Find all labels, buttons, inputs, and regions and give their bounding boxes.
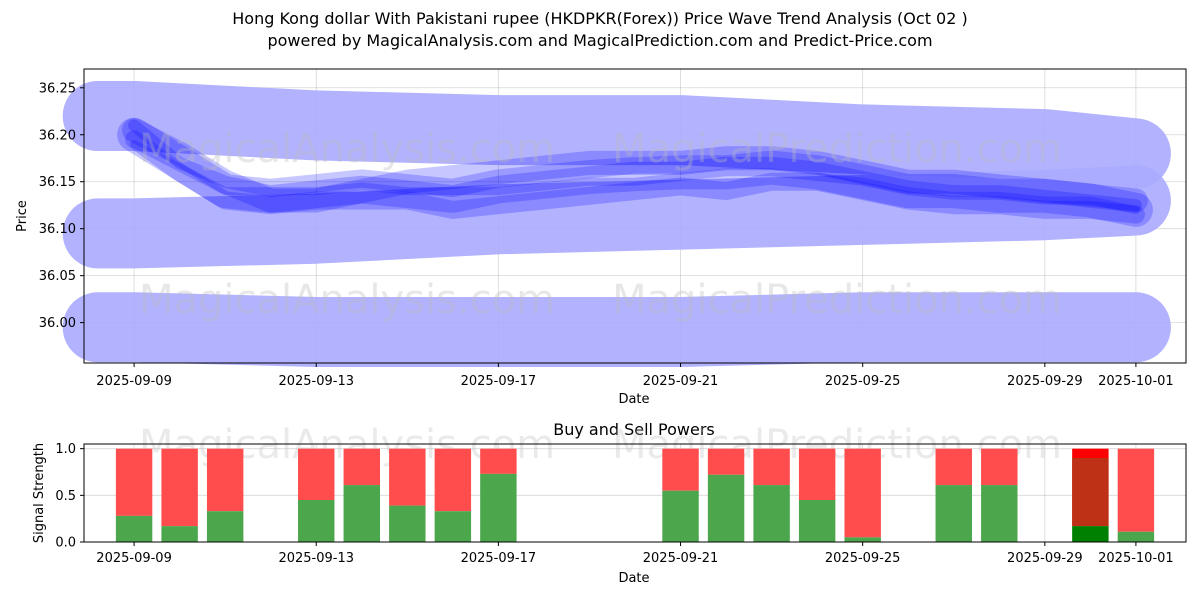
chart-title-line-2: powered by MagicalAnalysis.com and Magic… [267,31,933,50]
sell-bar [206,448,244,512]
price-y-tick-label: 36.05 [39,269,76,284]
buy-bar [480,473,517,542]
price-x-tick-label: 2025-09-25 [825,374,901,389]
sell-bar [707,448,745,475]
price-x-tick-label: 2025-10-01 [1098,374,1174,389]
lower-band [62,165,1171,269]
price-x-label: Date [618,392,649,407]
price-y-ticks: 36.00 36.05 36.10 36.15 36.20 36.25 [39,81,84,331]
buy-bar [662,490,699,542]
buy-bar [981,485,1018,542]
buy-bar [161,526,198,542]
price-y-tick-label: 36.10 [39,222,76,237]
price-watermarks: MagicalAnalysis.com MagicalPrediction.co… [139,126,1062,323]
buy-sell-y-label: Signal Strength [32,443,47,543]
buy-bar [707,474,745,542]
price-y-tick-label: 36.00 [39,316,76,331]
buy-sell-y-ticks: 0.0 0.5 1.0 [55,442,84,551]
sell-bar [298,448,335,500]
buy-sell-x-tick-label: 2025-09-13 [278,551,354,566]
price-plot-frame [83,68,1187,364]
buy-sell-x-tick-label: 2025-09-25 [825,551,901,566]
buy-sell-title: Buy and Sell Powers [553,420,715,439]
sell-bar [844,448,881,538]
buy-bar [844,537,881,542]
price-x-ticks: 2025-09-09 2025-09-13 2025-09-17 2025-09-21… [96,363,1174,389]
price-waves [117,117,1153,227]
buy-bar [115,515,153,542]
watermark-analysis: MagicalAnalysis.com [139,126,555,172]
buy-sell-x-tick-label: 2025-09-21 [643,551,719,566]
buy-sell-x-tick-label: 2025-09-17 [461,551,537,566]
buy-sell-x-tick-label: 2025-09-09 [96,551,172,566]
price-x-tick-label: 2025-09-29 [1007,374,1083,389]
sell-bar [480,448,517,474]
buy-sell-x-label: Date [618,571,649,586]
price-y-label: Price [15,200,30,232]
price-x-tick-label: 2025-09-21 [643,374,719,389]
wave-2 [122,118,1148,213]
sell-bar [981,448,1018,486]
sell-bar-overlay [1072,458,1109,527]
watermark-prediction: MagicalPrediction.com [612,126,1062,172]
price-x-tick-label: 2025-09-13 [278,374,354,389]
chart-title-line-1: Hong Kong dollar With Pakistani rupee (H… [232,9,968,28]
price-y-tick-label: 36.15 [39,175,76,190]
sell-bar [935,448,972,486]
watermark-analysis: MagicalAnalysis.com [139,277,555,323]
wave-1 [117,117,1153,227]
wave-4 [128,119,1142,212]
buy-sell-y-tick-label: 0.0 [55,536,76,551]
wave-3 [125,130,1145,224]
buy-sell-x-tick-label: 2025-10-01 [1098,551,1174,566]
buy-bar [1117,531,1155,542]
buy-sell-x-tick-label: 2025-09-29 [1007,551,1083,566]
price-bands [62,81,1171,367]
sell-bar [1117,448,1155,532]
wave-5 [130,140,1140,214]
upper-band [62,81,1171,189]
price-y-tick-label: 36.25 [39,81,76,96]
buy-bar [343,485,380,542]
sell-bar [662,448,699,491]
buy-sell-x-ticks: 2025-09-09 2025-09-13 2025-09-17 2025-09-21… [96,542,1174,566]
buy-sell-plot-frame [83,443,1187,543]
sell-bar [161,448,198,527]
buy-bar [935,485,972,542]
price-x-tick-label: 2025-09-17 [461,374,537,389]
sell-bar [434,448,472,512]
price-x-tick-label: 2025-09-09 [96,374,172,389]
buy-bar [206,511,244,542]
buy-sell-chart: Buy and Sell Powers MagicalAnalysis.com … [32,420,1187,586]
buy-sell-bars [115,448,1155,542]
sell-bar [343,448,380,486]
sell-bar [798,448,836,500]
buy-sell-y-tick-label: 1.0 [55,442,76,457]
buy-bar [434,511,472,542]
buy-bar [298,500,335,542]
buy-bar [753,485,790,542]
buy-bar [389,505,426,542]
buy-bar [798,500,836,542]
sell-bar [115,448,153,516]
buy-sell-y-tick-label: 0.5 [55,489,76,504]
price-chart: MagicalAnalysis.com MagicalPrediction.co… [15,68,1187,407]
bottom-band [62,292,1171,367]
price-y-tick-label: 36.20 [39,128,76,143]
sell-bar [753,448,790,486]
buy-bar [1072,526,1109,542]
watermark-prediction: MagicalPrediction.com [612,277,1062,323]
sell-bar [389,448,426,506]
